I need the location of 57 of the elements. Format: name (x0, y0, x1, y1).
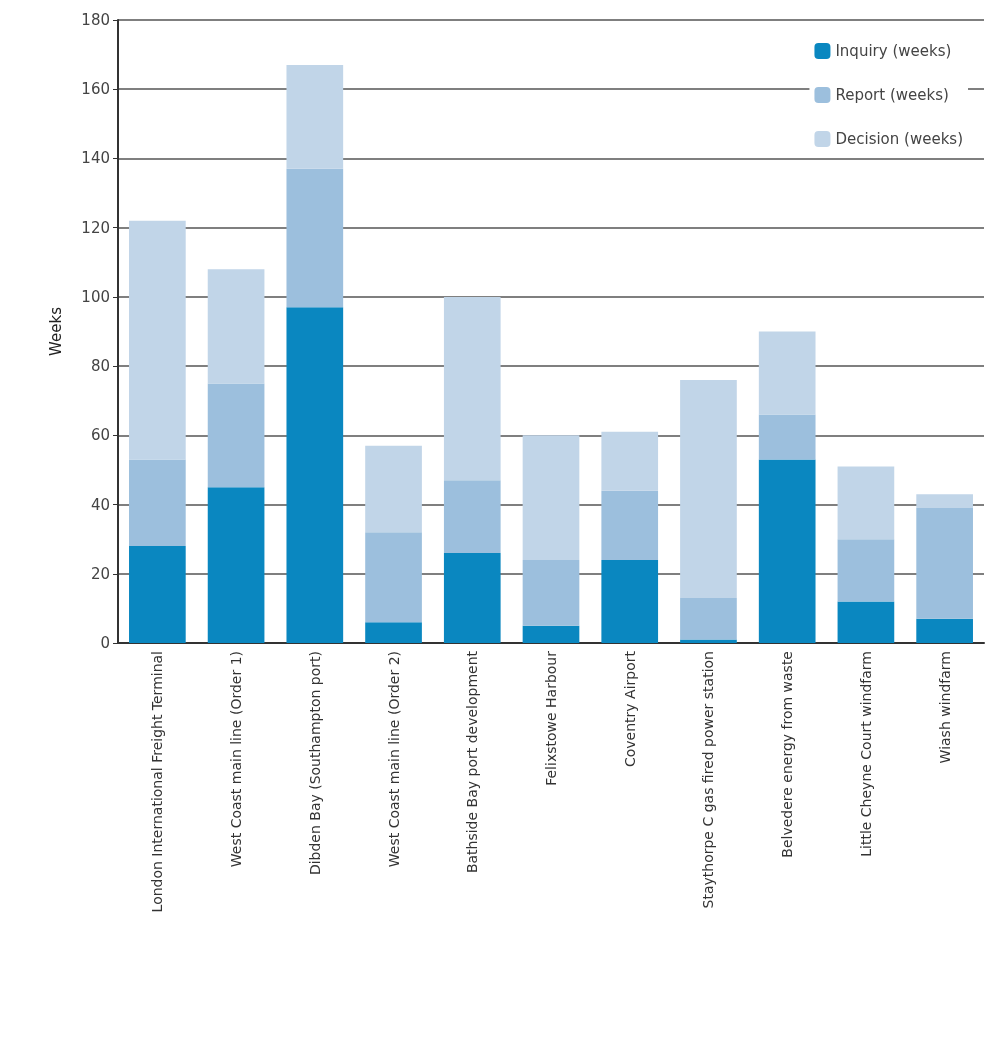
bar (916, 618, 973, 643)
bar (207, 487, 265, 643)
legend-label: Decision (weeks) (835, 130, 963, 148)
bar (916, 508, 973, 619)
bar (837, 601, 895, 643)
x-tick-label: Bathside Bay port development (464, 650, 481, 874)
bar (443, 296, 501, 481)
x-tick-label: London International Freight Terminal (149, 651, 166, 913)
x-tick-label: Little Cheyne Court windfarm (857, 651, 874, 857)
x-tick-label: Belvedere energy from waste (779, 651, 796, 858)
bar (758, 459, 816, 643)
bar (522, 559, 580, 626)
y-tick-label: 180 (81, 11, 110, 29)
bar (680, 379, 737, 599)
x-tick-label: Dibden Bay (Southampton port) (306, 651, 323, 876)
bar (680, 598, 737, 640)
x-tick-label: Wiash windfarm (936, 651, 953, 764)
bar (522, 435, 580, 560)
bar (365, 445, 422, 533)
bar (129, 220, 186, 460)
bar (601, 490, 659, 560)
x-tick-label: Coventry Airport (621, 650, 638, 768)
legend-label: Inquiry (weeks) (835, 42, 952, 60)
bar (601, 431, 659, 491)
y-tick-label: 60 (90, 426, 110, 445)
bar (207, 269, 265, 384)
bar (443, 553, 501, 643)
y-tick-label: 0 (100, 634, 110, 652)
x-tick-label: Staythorpe C gas fired power station (700, 651, 717, 909)
y-tick-label: 160 (81, 80, 110, 99)
y-tick-label: 20 (90, 564, 110, 583)
bar (758, 331, 816, 415)
y-tick-label: 100 (81, 287, 110, 306)
bar (522, 625, 580, 643)
bar (129, 546, 186, 643)
bar (837, 539, 895, 602)
bar (758, 414, 816, 460)
bar (916, 494, 973, 509)
bar (365, 532, 422, 623)
y-tick-label: 40 (90, 495, 110, 514)
legend-label: Report (weeks) (835, 86, 949, 104)
bar (286, 307, 344, 643)
x-tick-label: West Coast main line (Order 2) (385, 651, 402, 868)
x-tick-label: Felixstowe Harbour (543, 650, 559, 786)
bar (601, 559, 659, 643)
y-tick-label: 80 (90, 357, 110, 376)
x-tick-label: West Coast main line (Order 1) (228, 651, 245, 868)
bar (207, 383, 265, 488)
bar (837, 466, 895, 540)
bar (129, 459, 186, 547)
bar (365, 622, 422, 643)
bar (286, 64, 344, 169)
y-axis-title: Weeks (46, 306, 65, 356)
bar (286, 168, 344, 308)
y-tick-label: 120 (81, 218, 110, 237)
y-tick-label: 140 (81, 149, 110, 168)
bar (443, 480, 501, 554)
